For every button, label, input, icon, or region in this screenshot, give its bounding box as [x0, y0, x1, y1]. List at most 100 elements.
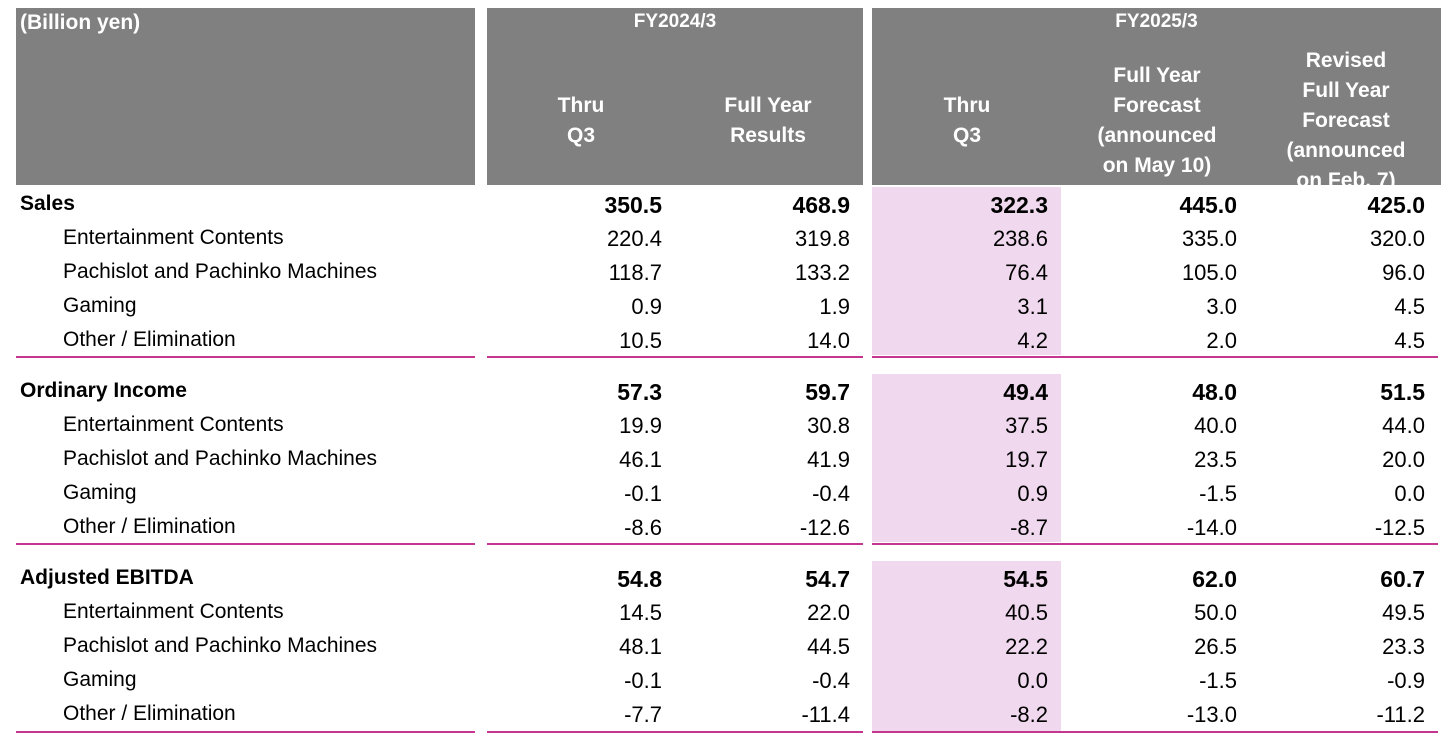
value-cell: 40.0 — [1194, 413, 1237, 438]
value-cell: 22.0 — [807, 600, 850, 625]
value-cell: 0.9 — [1017, 481, 1048, 506]
table-row: Other / Elimination -8.6 -12.6 -8.7 -14.0 -12… — [0, 512, 1456, 546]
col-head-fy2025-thru-q3: Thru Q3 — [943, 94, 991, 147]
group-title-fy2024: FY2024/3 — [633, 11, 717, 32]
row-label: Other / Elimination — [63, 328, 236, 351]
group-title-fy2025: FY2025/3 — [1115, 11, 1198, 32]
section-rule — [487, 356, 863, 358]
value-cell: 59.7 — [805, 379, 850, 405]
value-cell: 40.5 — [1005, 600, 1048, 625]
value-cell: -12.6 — [799, 515, 850, 540]
section-rule — [16, 356, 475, 358]
value-cell: -7.7 — [624, 702, 662, 727]
value-cell: 50.0 — [1194, 600, 1237, 625]
value-cell: 0.0 — [1017, 668, 1048, 693]
value-cell: 0.0 — [1394, 481, 1425, 506]
value-cell: -8.7 — [1010, 515, 1048, 540]
row-label: Other / Elimination — [63, 702, 236, 725]
value-cell: 54.8 — [617, 566, 662, 592]
value-cell: 54.5 — [1003, 566, 1048, 592]
col-head-fy2024-thru-q3: Thru Q3 — [557, 94, 605, 147]
row-label: Other / Elimination — [63, 515, 236, 538]
value-cell: 14.5 — [619, 600, 662, 625]
row-label: Entertainment Contents — [63, 600, 284, 623]
value-cell: 48.0 — [1192, 379, 1237, 405]
col-head-fy2025-full-year-forecast: Full Year Forecast (announced on May 10) — [1097, 64, 1217, 177]
value-cell: 44.5 — [807, 634, 850, 659]
value-cell: 319.8 — [794, 226, 850, 251]
value-cell: -8.2 — [1010, 702, 1048, 727]
row-label: Adjusted EBITDA — [20, 566, 194, 589]
highlight-band-sales — [872, 187, 1061, 355]
value-cell: 19.9 — [619, 413, 662, 438]
value-cell: 23.3 — [1382, 634, 1425, 659]
value-cell: 19.7 — [1005, 447, 1048, 472]
row-label: Pachislot and Pachinko Machines — [63, 260, 378, 283]
value-cell: 105.0 — [1181, 260, 1237, 285]
value-cell: 22.2 — [1005, 634, 1048, 659]
table-row: Gaming -0.1 -0.4 0.9 -1.5 0.0 — [0, 478, 1456, 512]
value-cell: 23.5 — [1194, 447, 1237, 472]
row-label: Pachislot and Pachinko Machines — [63, 634, 378, 657]
value-cell: -0.1 — [624, 668, 662, 693]
table-row: Entertainment Contents 19.9 30.8 37.5 40.0 44… — [0, 410, 1456, 444]
value-cell: 20.0 — [1382, 447, 1425, 472]
value-cell: 44.0 — [1382, 413, 1425, 438]
value-cell: -1.5 — [1199, 481, 1237, 506]
table-row: Pachislot and Pachinko Machines 48.1 44.5 2… — [0, 631, 1456, 665]
value-cell: 335.0 — [1181, 226, 1237, 251]
value-cell: 76.4 — [1005, 260, 1048, 285]
row-label: Gaming — [63, 481, 137, 504]
value-cell: 468.9 — [792, 192, 850, 218]
value-cell: 48.1 — [619, 634, 662, 659]
value-cell: 41.9 — [807, 447, 850, 472]
table-row: Gaming -0.1 -0.4 0.0 -1.5 -0.9 — [0, 665, 1456, 699]
header-fy2024-block: FY2024/3 Thru Q3 Full Year Results — [487, 8, 863, 185]
value-cell: 4.2 — [1017, 328, 1048, 353]
value-cell: 26.5 — [1194, 634, 1237, 659]
value-cell: 0.9 — [631, 294, 662, 319]
section-rule — [872, 731, 1438, 733]
value-cell: 133.2 — [794, 260, 850, 285]
row-label: Entertainment Contents — [63, 413, 284, 436]
table-row: Other / Elimination 10.5 14.0 4.2 2.0 4.5 — [0, 325, 1456, 359]
value-cell: 30.8 — [807, 413, 850, 438]
value-cell: 3.1 — [1017, 294, 1048, 319]
value-cell: 350.5 — [604, 192, 662, 218]
value-cell: 2.0 — [1206, 328, 1237, 353]
adjusted-ebitda-total-row: Adjusted EBITDA 54.8 54.7 54.5 62.0 60.7 — [0, 563, 1456, 597]
value-cell: 320.0 — [1369, 226, 1425, 251]
row-label: Pachislot and Pachinko Machines — [63, 447, 378, 470]
value-cell: 1.9 — [819, 294, 850, 319]
value-cell: 14.0 — [807, 328, 850, 353]
value-cell: 118.7 — [608, 260, 662, 285]
value-cell: 3.0 — [1206, 294, 1237, 319]
row-label: Ordinary Income — [20, 379, 187, 402]
highlight-band-adjusted-ebitda — [872, 561, 1061, 731]
section-rule — [872, 543, 1438, 545]
section-rule — [487, 731, 863, 733]
highlight-band-ordinary-income — [872, 374, 1061, 542]
table-row: Entertainment Contents 220.4 319.8 238.6 335… — [0, 223, 1456, 257]
value-cell: 57.3 — [617, 379, 662, 405]
value-cell: 46.1 — [619, 447, 662, 472]
row-label: Sales — [20, 192, 75, 215]
row-label: Gaming — [63, 294, 137, 317]
value-cell: -11.4 — [801, 702, 850, 727]
value-cell: 60.7 — [1380, 566, 1425, 592]
value-cell: 62.0 — [1192, 566, 1237, 592]
value-cell: -12.5 — [1374, 515, 1425, 540]
row-label: Gaming — [63, 668, 137, 691]
value-cell: -0.4 — [812, 481, 850, 506]
value-cell: -14.0 — [1186, 515, 1237, 540]
row-label: Entertainment Contents — [63, 226, 284, 249]
header-label-block: (Billion yen) — [16, 8, 475, 185]
value-cell: 322.3 — [990, 192, 1048, 218]
table-row: Other / Elimination -7.7 -11.4 -8.2 -13.0 -11… — [0, 699, 1456, 733]
col-head-fy2024-full-year-results: Full Year Results — [724, 94, 812, 147]
value-cell: -0.9 — [1387, 668, 1425, 693]
col-head-fy2025-revised-forecast: Revised Full Year Forecast (announced on… — [1286, 49, 1406, 192]
value-cell: -0.4 — [812, 668, 850, 693]
section-rule — [16, 731, 475, 733]
table-row: Entertainment Contents 14.5 22.0 40.5 50.0 49… — [0, 597, 1456, 631]
